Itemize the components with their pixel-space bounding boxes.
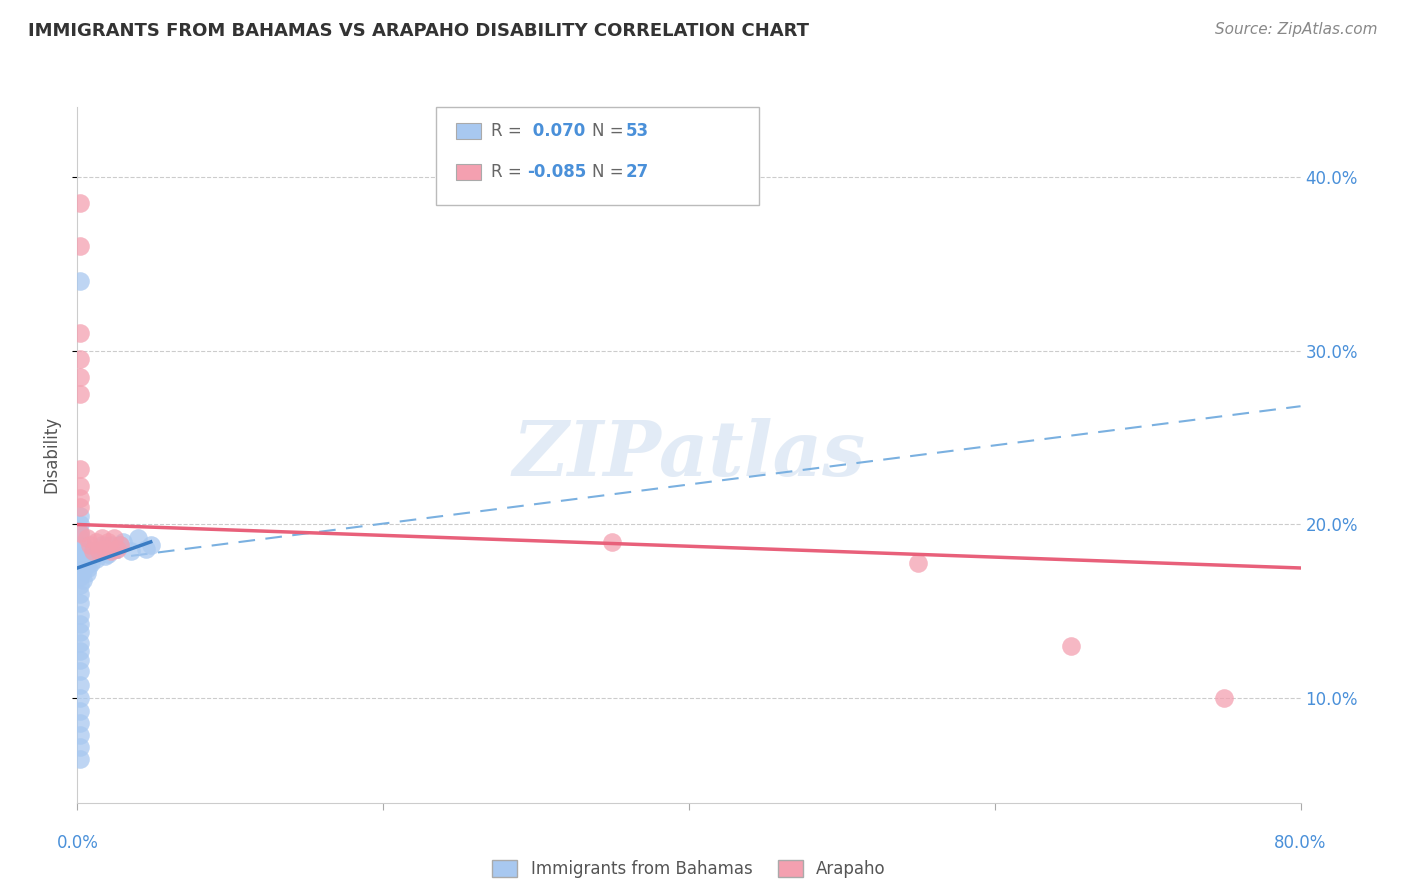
- Point: [100, 543, 122, 558]
- Point: [84, 552, 107, 566]
- Point: [87, 543, 110, 558]
- Point: [69, 607, 91, 622]
- Point: [69, 570, 91, 584]
- Point: [69, 625, 91, 640]
- Point: [72, 565, 94, 579]
- Text: 80.0%: 80.0%: [1274, 834, 1327, 852]
- Text: 0.070: 0.070: [527, 122, 585, 140]
- Point: [97, 534, 120, 549]
- Point: [69, 479, 91, 493]
- Point: [104, 541, 127, 556]
- Point: [69, 387, 91, 401]
- Point: [907, 556, 929, 570]
- Point: [72, 547, 94, 561]
- Text: 53: 53: [626, 122, 648, 140]
- Point: [76, 566, 98, 581]
- Point: [94, 549, 117, 563]
- Text: N =: N =: [592, 163, 623, 181]
- Point: [69, 369, 91, 384]
- Point: [79, 538, 101, 552]
- Point: [69, 728, 91, 742]
- Point: [69, 691, 91, 706]
- Point: [135, 541, 157, 556]
- Point: [69, 596, 91, 610]
- Point: [128, 532, 150, 546]
- Legend: Immigrants from Bahamas, Arapaho: Immigrants from Bahamas, Arapaho: [485, 854, 893, 885]
- Point: [69, 740, 91, 755]
- Point: [69, 491, 91, 506]
- Point: [72, 538, 94, 552]
- Point: [69, 561, 91, 575]
- Text: 0.0%: 0.0%: [56, 834, 98, 852]
- Point: [69, 526, 91, 541]
- Point: [94, 541, 117, 556]
- Text: R =: R =: [491, 163, 522, 181]
- Point: [108, 538, 131, 552]
- Point: [69, 517, 91, 532]
- Point: [120, 543, 142, 558]
- Point: [108, 538, 131, 552]
- Point: [69, 526, 91, 541]
- Point: [602, 534, 624, 549]
- Point: [89, 543, 111, 558]
- Point: [1060, 639, 1083, 653]
- Text: R =: R =: [491, 122, 522, 140]
- Point: [82, 547, 104, 561]
- Point: [77, 549, 100, 563]
- Text: ZIPatlas: ZIPatlas: [512, 418, 866, 491]
- Point: [69, 326, 91, 340]
- Point: [69, 538, 91, 552]
- Text: IMMIGRANTS FROM BAHAMAS VS ARAPAHO DISABILITY CORRELATION CHART: IMMIGRANTS FROM BAHAMAS VS ARAPAHO DISAB…: [28, 22, 808, 40]
- Text: N =: N =: [592, 122, 623, 140]
- Text: -0.085: -0.085: [527, 163, 586, 181]
- Text: 27: 27: [626, 163, 650, 181]
- Point: [69, 352, 91, 367]
- Point: [90, 532, 112, 546]
- Point: [139, 538, 162, 552]
- Point: [76, 556, 98, 570]
- Point: [69, 616, 91, 631]
- Point: [69, 549, 91, 563]
- Point: [69, 462, 91, 476]
- Point: [69, 636, 91, 650]
- Text: Source: ZipAtlas.com: Source: ZipAtlas.com: [1215, 22, 1378, 37]
- Point: [69, 752, 91, 766]
- Point: [69, 704, 91, 718]
- Point: [69, 239, 91, 253]
- Point: [80, 556, 103, 570]
- Point: [69, 500, 91, 514]
- Point: [100, 538, 122, 552]
- Point: [1213, 691, 1236, 706]
- Point: [103, 532, 125, 546]
- Point: [72, 573, 94, 587]
- Point: [69, 677, 91, 691]
- Point: [86, 543, 108, 558]
- Point: [69, 587, 91, 601]
- Point: [69, 508, 91, 523]
- Point: [69, 664, 91, 678]
- Point: [76, 532, 98, 546]
- Point: [105, 541, 128, 556]
- Point: [112, 534, 135, 549]
- Point: [90, 538, 112, 552]
- Point: [72, 556, 94, 570]
- Point: [69, 653, 91, 667]
- Point: [69, 715, 91, 730]
- Point: [69, 195, 91, 210]
- Point: [69, 543, 91, 558]
- Point: [69, 556, 91, 570]
- Point: [77, 561, 100, 575]
- Point: [69, 578, 91, 592]
- Point: [69, 532, 91, 546]
- Point: [84, 534, 107, 549]
- Y-axis label: Disability: Disability: [42, 417, 60, 493]
- Point: [97, 547, 120, 561]
- Point: [82, 543, 104, 558]
- Point: [69, 274, 91, 288]
- Point: [69, 644, 91, 658]
